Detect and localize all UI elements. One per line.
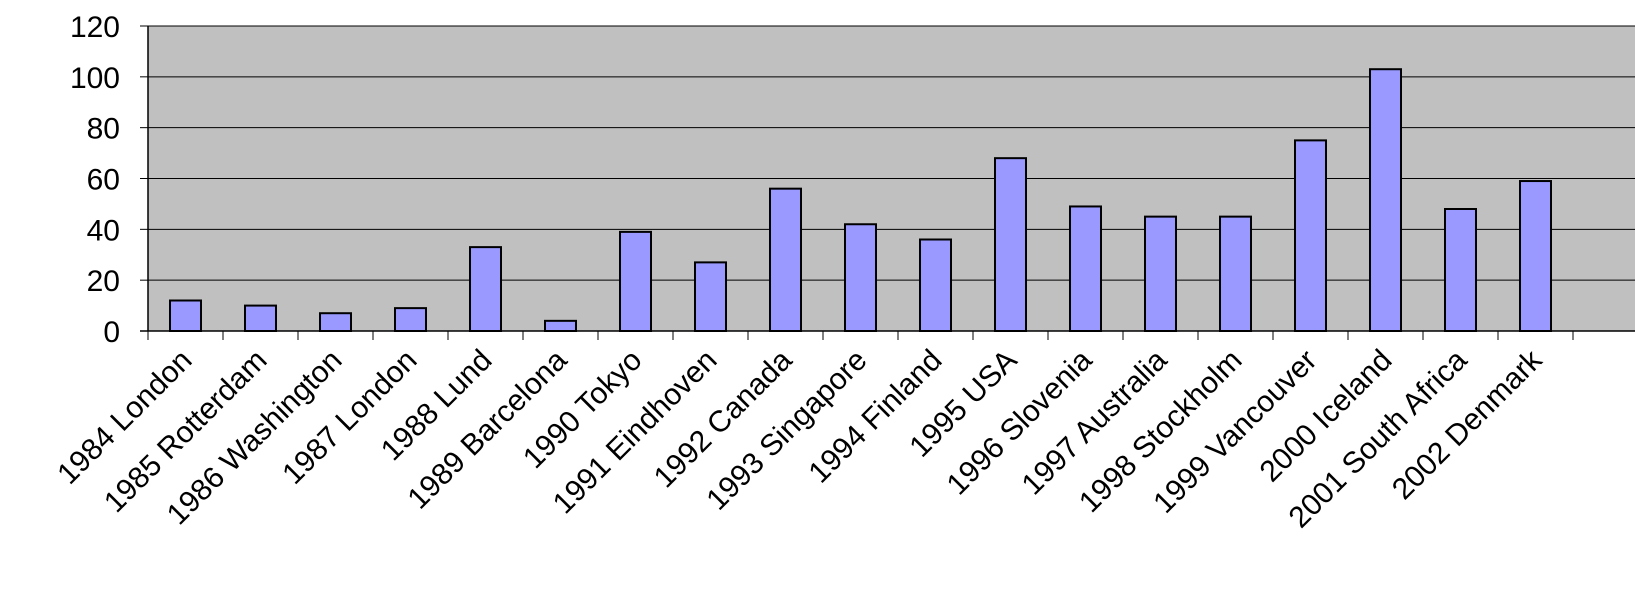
y-tick-label: 100 <box>70 62 120 95</box>
bar <box>1069 205 1102 332</box>
bars <box>169 68 1552 333</box>
bar <box>1444 208 1477 332</box>
bar <box>1294 139 1327 332</box>
y-tick-label: 120 <box>70 11 120 44</box>
bar <box>619 230 652 332</box>
gridlines <box>148 25 1635 281</box>
bar <box>1519 180 1552 332</box>
bar <box>1219 215 1252 332</box>
y-tick-label: 80 <box>87 113 120 146</box>
bar <box>544 319 577 333</box>
y-tick-label: 40 <box>87 214 120 247</box>
bar <box>319 312 352 333</box>
bar <box>469 246 502 332</box>
bar <box>694 261 727 332</box>
bar <box>994 157 1027 332</box>
bar <box>844 223 877 332</box>
y-tick-label: 60 <box>87 164 120 197</box>
y-tick-labels: 0 20 40 60 80 100 120 <box>70 11 148 349</box>
bar <box>919 238 952 332</box>
bar <box>1369 68 1402 332</box>
y-tick-label: 20 <box>87 265 120 298</box>
bar <box>169 299 202 332</box>
bar <box>769 187 802 332</box>
y-tick-label: 0 <box>103 316 120 349</box>
bar <box>394 307 427 332</box>
bar <box>244 304 277 333</box>
bar <box>1144 215 1177 332</box>
